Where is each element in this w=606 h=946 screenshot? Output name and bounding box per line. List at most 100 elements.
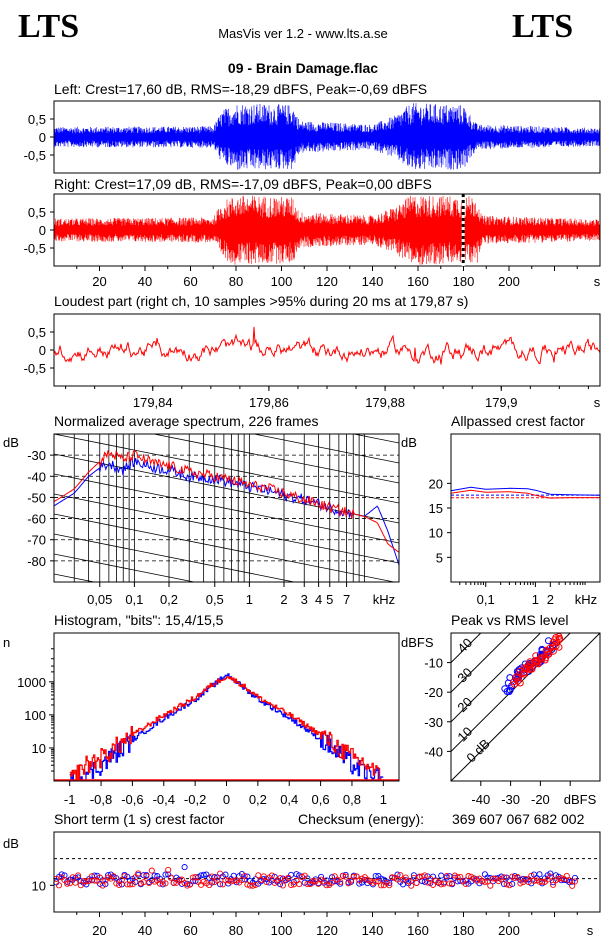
crest-point-1 <box>241 873 248 880</box>
crest-point-1 <box>506 882 513 889</box>
crest-point-1 <box>511 874 518 882</box>
spectrum-x-tick-label-8: 5 <box>326 592 333 607</box>
peak-rms-frame <box>450 632 601 782</box>
allpass-y-unit: dB <box>401 435 417 450</box>
crest-point-1 <box>214 877 221 884</box>
allpass-frame <box>450 433 601 583</box>
spectrum-slope <box>54 434 399 504</box>
histogram-series-1 <box>69 676 384 781</box>
peak-rms-diagonal-label-2: 20 <box>454 694 475 715</box>
histogram-title: Histogram, "bits": 15,4/15,5 <box>54 612 224 628</box>
spectrum-slope <box>54 513 397 582</box>
right-waveform-title: Right: Crest=17,09 dB, RMS=-17,09 dBFS, … <box>54 176 432 192</box>
crest-point-1 <box>397 872 404 879</box>
x-tick-label-1-7: 160 <box>407 274 429 289</box>
crest-point-1 <box>462 880 469 888</box>
crest-point-0 <box>356 880 363 887</box>
crest-point-1 <box>571 878 579 885</box>
crest-x-tick-label-6: 140 <box>362 923 384 938</box>
crest-x-tick-label-3: 80 <box>229 923 243 938</box>
allpass-x-tick-label-2: 2 <box>547 592 554 607</box>
peak-rms-diagonal-label-0: 40 <box>454 635 475 656</box>
spectrum-slope <box>0 314 606 474</box>
spectrum-y-tick-label-5: -80 <box>27 554 46 569</box>
crest-point-1 <box>217 870 224 877</box>
crest-point-0 <box>184 880 191 887</box>
crest-point-1 <box>288 881 295 889</box>
crest-point-1 <box>255 872 262 879</box>
crest-point-1 <box>550 881 557 888</box>
spectrum-slope <box>0 614 606 774</box>
y-tick-label-1-0: 0,5 <box>28 205 46 220</box>
crest-point-1 <box>514 874 521 881</box>
crest-point-1 <box>83 878 90 885</box>
peak-rms-diagonal-label-1: 30 <box>454 665 475 686</box>
crest-point-1 <box>69 874 76 881</box>
crest-title: Short term (1 s) crest factor <box>54 811 225 827</box>
peak-rms-point-1 <box>544 650 552 658</box>
spectrum-x-tick-label-0: 0,05 <box>87 592 112 607</box>
spectrum-x-tick-label-7: 4 <box>315 592 322 607</box>
spectrum-series-0 <box>54 457 399 566</box>
logo-right: LTS <box>512 8 574 45</box>
crest-point-1 <box>408 882 415 889</box>
histogram-x-tick-label-1: -0,8 <box>90 792 112 807</box>
crest-point-1 <box>301 872 308 879</box>
crest-point-1 <box>277 875 284 882</box>
crest-point-1 <box>219 881 226 888</box>
crest-point-1 <box>55 882 63 889</box>
histogram-y-tick-label-1: 100 <box>24 708 46 723</box>
y-tick-label-0-2: -0,5 <box>24 148 46 163</box>
crest-point-1 <box>249 882 256 889</box>
crest-point-1 <box>268 872 275 879</box>
crest-point-0 <box>438 872 445 879</box>
crest-point-1 <box>386 882 393 889</box>
allpass-series-1 <box>450 489 600 499</box>
y-tick-label-0-1: 0 <box>39 130 46 145</box>
peak-rms-x-tick-label-1: -30 <box>501 792 520 807</box>
crest-point-1 <box>372 878 379 885</box>
crest-point-0 <box>500 880 508 888</box>
spectrum-slope <box>54 533 297 582</box>
spectrum-x-tick-label-5: 2 <box>280 592 287 607</box>
histogram-x-tick-label-5: 0 <box>223 792 230 807</box>
loudest-part-series <box>53 326 601 365</box>
crest-point-1 <box>121 873 128 880</box>
crest-point-1 <box>88 873 95 880</box>
x-tick-label-1-5: 120 <box>316 274 338 289</box>
crest-point-1 <box>315 880 322 887</box>
crest-point-1 <box>176 877 183 884</box>
x-unit-1: s <box>594 274 601 289</box>
crest-point-1 <box>105 874 112 881</box>
crest-point-0 <box>162 871 169 878</box>
peak-rms-diagonal-label-3: 10 <box>454 724 475 745</box>
peak-rms-x-unit: dBFS <box>564 792 597 807</box>
crest-point-1 <box>75 872 82 879</box>
allpass-series-0 <box>450 486 601 496</box>
crest-point-1 <box>96 874 104 881</box>
peak-rms-point-0 <box>505 688 513 696</box>
crest-x-tick-label-8: 180 <box>453 923 475 938</box>
y-tick-label-1-2: -0,5 <box>24 241 46 256</box>
crest-point-1 <box>135 870 142 877</box>
crest-point-1 <box>116 881 123 889</box>
crest-point-1 <box>143 872 150 880</box>
left-waveform-title: Left: Crest=17,60 dB, RMS=-18,29 dBFS, P… <box>54 81 428 97</box>
peak-rms-point-1 <box>551 636 558 644</box>
crest-point-0 <box>181 864 188 871</box>
crest-point-1 <box>328 879 336 886</box>
crest-point-1 <box>416 873 423 880</box>
histogram-y-tick-label-2: 10 <box>32 741 46 756</box>
crest-x-tick-label-9: 200 <box>498 923 520 938</box>
crest-point-1 <box>405 878 412 885</box>
crest-point-1 <box>419 873 426 880</box>
crest-point-1 <box>91 877 98 884</box>
crest-point-1 <box>558 875 565 882</box>
histogram-x-tick-label-10: 1 <box>380 792 387 807</box>
x-tick-label-1-0: 20 <box>92 274 106 289</box>
spectrum-y-tick-label-2: -50 <box>27 490 46 505</box>
peak-rms-point-1 <box>514 677 522 685</box>
histogram-x-tick-label-2: -0,6 <box>121 792 143 807</box>
peak-rms-point-1 <box>552 642 560 650</box>
